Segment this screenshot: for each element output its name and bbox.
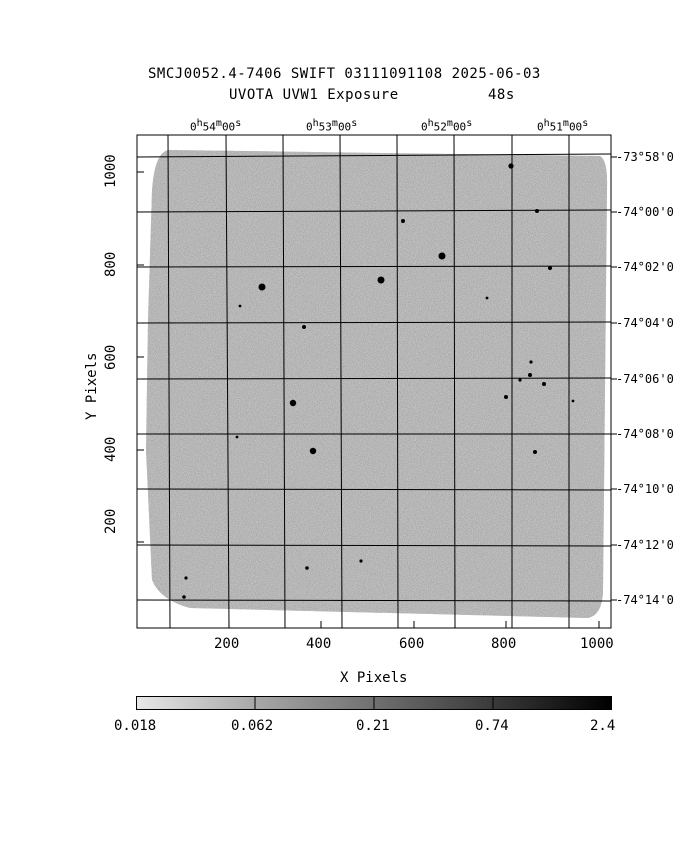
x-tick-label: 400: [306, 636, 332, 652]
x-tick-label: 800: [491, 636, 517, 652]
y-tick-label: 600: [103, 344, 119, 370]
dec-tick-label: -74°08'0: [616, 427, 674, 441]
x-axis-label: X Pixels: [340, 670, 408, 686]
colorbar-label: 0.018: [114, 718, 157, 734]
dec-tick-label: -74°06'0: [616, 372, 674, 386]
exposure-time: 48s: [488, 87, 515, 103]
y-tick-label: 800: [103, 251, 119, 277]
y-tick-label: 400: [103, 436, 119, 462]
ra-tick-label: 0h52m00s: [421, 118, 473, 134]
y-tick-label: 200: [103, 508, 119, 534]
ra-tick-label: 0h51m00s: [537, 118, 589, 134]
x-tick-label: 200: [214, 636, 240, 652]
dec-tick-label: -74°00'0: [616, 205, 674, 219]
x-tick-label: 600: [399, 636, 425, 652]
stars-group: [182, 163, 575, 599]
dec-tick-label: -74°12'0: [616, 538, 674, 552]
dec-tick-label: -74°10'0: [616, 482, 674, 496]
colorbar-label: 2.4: [590, 718, 616, 734]
ra-tick-label: 0h54m00s: [190, 118, 242, 134]
y-axis-label: Y Pixels: [84, 352, 100, 420]
colorbar-label: 0.21: [356, 718, 390, 734]
ra-tick-label: 0h53m00s: [306, 118, 358, 134]
image-title-line2: UVOTA UVW1 Exposure: [229, 87, 399, 103]
colorbar-label: 0.74: [475, 718, 509, 734]
image-title-line1: SMCJ0052.4-7406 SWIFT 03111091108 2025-0…: [148, 66, 541, 82]
dec-tick-label: -74°02'0: [616, 260, 674, 274]
y-tick-label: 1000: [103, 154, 119, 188]
dec-tick-label: -73°58'0: [616, 150, 674, 164]
dec-tick-label: -74°14'0: [616, 593, 674, 607]
coordinate-grid: [136, 134, 612, 629]
colorbar: [136, 696, 612, 710]
dec-tick-label: -74°04'0: [616, 316, 674, 330]
x-tick-label: 1000: [580, 636, 614, 652]
colorbar-label: 0.062: [231, 718, 274, 734]
